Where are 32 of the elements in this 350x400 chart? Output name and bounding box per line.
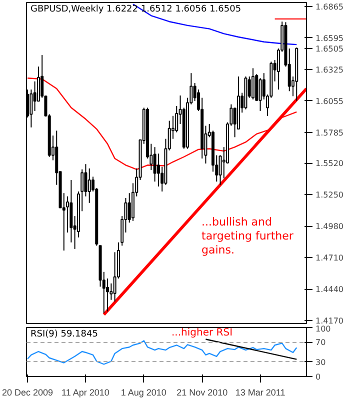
x-tick-label: 21 Nov 2010 <box>176 388 228 398</box>
x-tick-label: 13 Mar 2011 <box>235 388 286 398</box>
candlestick <box>88 168 91 204</box>
y-tick-label: 0 <box>316 372 321 382</box>
y-tick-label: 1.6505 <box>316 44 344 54</box>
chart-title: GBPUSD,Weekly 1.6222 1.6512 1.6056 1.6505 <box>30 4 242 14</box>
annotation: ...bullish and targeting further gains. <box>202 216 294 256</box>
y-tick-label: 1.6055 <box>316 96 344 106</box>
y-tick-label: 1.4440 <box>316 285 344 294</box>
candlestick <box>33 80 36 112</box>
y-tick-label: 1.5520 <box>316 159 344 168</box>
y-tick-label: 1.4710 <box>316 254 344 263</box>
candlestick <box>84 164 88 197</box>
candlestick <box>153 146 156 182</box>
x-tick-label: 11 Apr 2010 <box>62 388 110 398</box>
y-tick-label: 70 <box>316 338 326 348</box>
y-tick-label: 1.4170 <box>316 316 344 326</box>
candlestick <box>30 89 33 128</box>
x-tick-label: 1 Aug 2010 <box>120 388 166 398</box>
y-tick-label: 1.4980 <box>316 222 344 232</box>
y-tick-label: 1.5250 <box>316 190 344 200</box>
annotation: ...higher RSI <box>172 328 233 338</box>
x-tick-label: 20 Dec 2009 <box>2 388 54 398</box>
candlestick <box>251 68 254 100</box>
y-tick-label: 30 <box>316 358 326 367</box>
y-tick-label: 1.6325 <box>316 65 344 74</box>
line-series <box>26 340 298 365</box>
y-tick-label: 1.6865 <box>316 2 344 12</box>
y-tick-label: 1.6595 <box>316 34 344 43</box>
y-tick-label: 1.5785 <box>316 128 344 138</box>
chart-title: RSI(9) 59.1845 <box>30 330 98 340</box>
y-tick-label: 100 <box>316 324 331 334</box>
